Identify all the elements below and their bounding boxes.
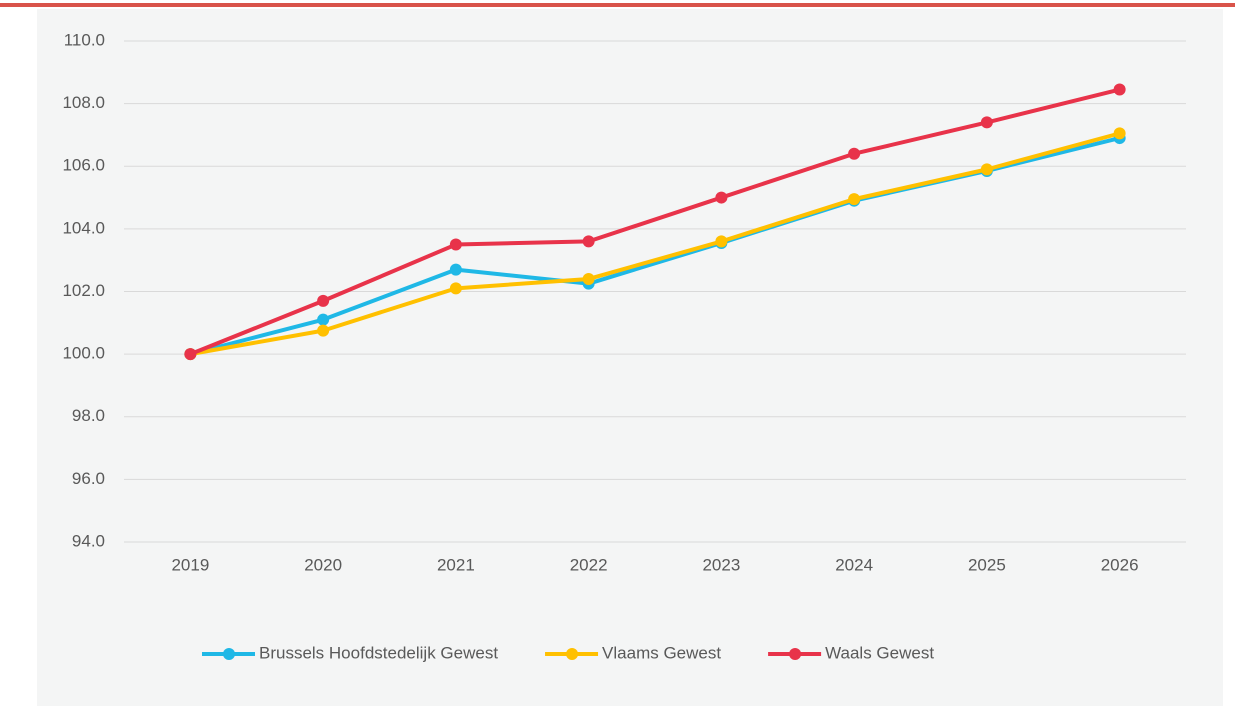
y-tick-label: 104.0 bbox=[62, 218, 105, 237]
y-tick-label: 96.0 bbox=[72, 469, 105, 488]
data-point bbox=[980, 163, 993, 176]
legend-label: Brussels Hoofdstedelijk Gewest bbox=[259, 643, 498, 662]
legend-marker bbox=[223, 648, 235, 660]
x-tick-label: 2026 bbox=[1101, 555, 1139, 574]
x-tick-label: 2019 bbox=[171, 555, 209, 574]
chart-background bbox=[37, 9, 1223, 706]
y-tick-label: 100.0 bbox=[62, 344, 105, 363]
x-tick-label: 2021 bbox=[437, 555, 475, 574]
data-point bbox=[582, 272, 595, 285]
data-point bbox=[582, 235, 595, 248]
series-line bbox=[189, 87, 1121, 356]
legend-label: Waals Gewest bbox=[825, 643, 934, 662]
data-point bbox=[848, 147, 861, 160]
data-point bbox=[317, 324, 330, 337]
header-rule bbox=[0, 3, 1235, 7]
data-point bbox=[184, 348, 197, 361]
x-tick-label: 2022 bbox=[570, 555, 608, 574]
legend-label: Vlaams Gewest bbox=[602, 643, 721, 662]
legend-marker bbox=[789, 648, 802, 660]
y-tick-label: 106.0 bbox=[62, 156, 105, 175]
x-tick-label: 2024 bbox=[835, 555, 873, 574]
data-point bbox=[1113, 83, 1126, 96]
y-tick-label: 110.0 bbox=[64, 30, 105, 49]
y-tick-label: 108.0 bbox=[62, 93, 105, 112]
data-point bbox=[317, 313, 330, 326]
data-point bbox=[715, 191, 728, 204]
legend-marker bbox=[566, 648, 579, 660]
x-tick-label: 2020 bbox=[304, 555, 342, 574]
data-point bbox=[317, 294, 330, 307]
data-point bbox=[715, 235, 728, 248]
y-tick-label: 98.0 bbox=[72, 406, 105, 425]
data-point bbox=[980, 116, 993, 129]
x-tick-label: 2023 bbox=[702, 555, 740, 574]
data-point bbox=[449, 238, 462, 251]
data-point bbox=[1113, 127, 1126, 140]
series-line bbox=[190, 131, 1121, 357]
data-point bbox=[449, 263, 462, 276]
x-tick-label: 2025 bbox=[968, 555, 1006, 574]
data-point bbox=[449, 282, 462, 295]
data-point bbox=[848, 193, 861, 206]
y-tick-label: 102.0 bbox=[62, 281, 105, 300]
y-tick-label: 94.0 bbox=[72, 531, 105, 550]
